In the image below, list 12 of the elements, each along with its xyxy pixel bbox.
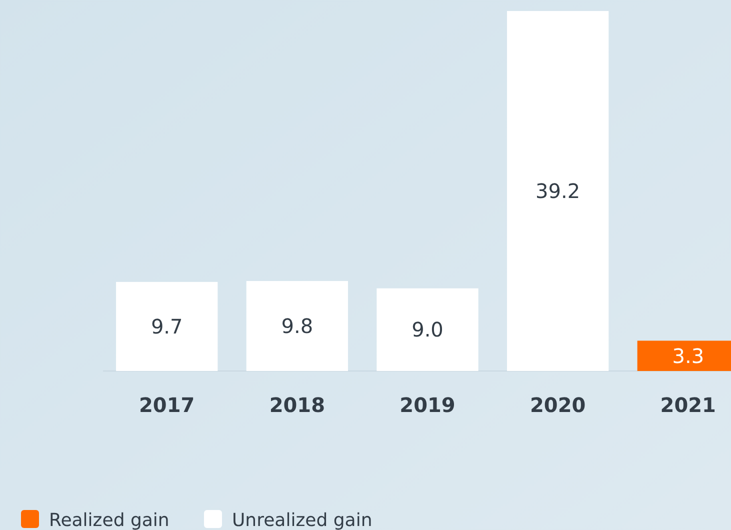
data-label: 3.3 bbox=[672, 344, 704, 368]
x-tick-label: 2021 bbox=[660, 393, 716, 417]
data-label: 9.8 bbox=[281, 314, 314, 338]
data-label: 9.0 bbox=[412, 318, 444, 342]
x-tick-label: 2017 bbox=[139, 393, 195, 417]
legend-label: Realized gain bbox=[49, 510, 170, 530]
x-tick-label: 2019 bbox=[400, 393, 456, 417]
x-tick-label: 2020 bbox=[530, 393, 586, 417]
x-tick-label: 2018 bbox=[269, 393, 326, 417]
legend-label: Unrealized gain bbox=[232, 510, 372, 530]
data-label: 39.2 bbox=[536, 179, 580, 203]
data-label: 9.7 bbox=[150, 314, 183, 338]
